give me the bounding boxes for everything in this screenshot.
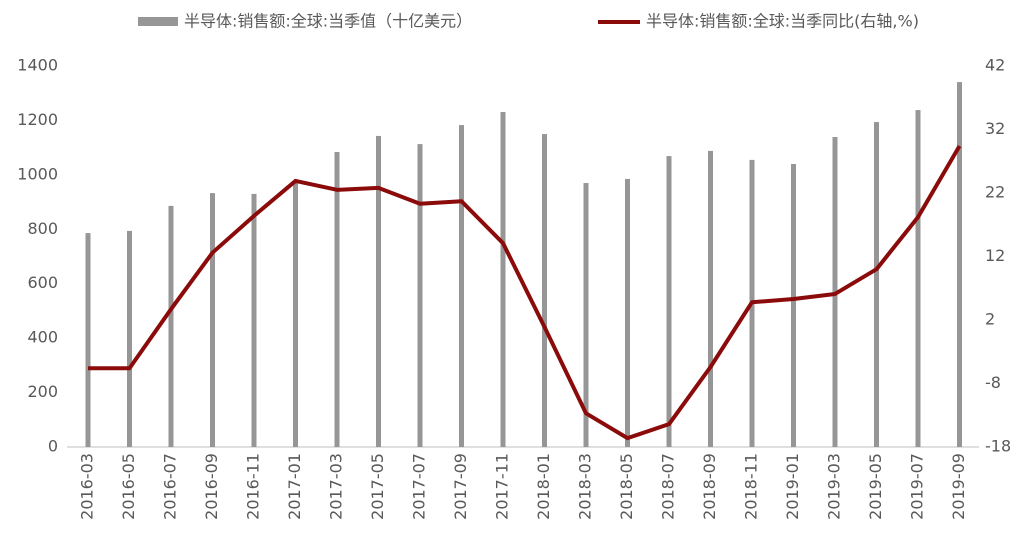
y-tick-label: 0 [48, 437, 58, 456]
x-tick-label: 2019-05 [866, 453, 885, 520]
bar [791, 163, 796, 447]
bar [168, 205, 174, 447]
y2-tick-label: 22 [985, 183, 1005, 202]
x-tick-label: 2018-09 [700, 453, 719, 520]
legend-label: 半导体:销售额:全球:当季同比(右轴,%) [646, 12, 919, 31]
x-tick-label: 2017-07 [410, 453, 429, 520]
x-tick-label: 2016-11 [244, 453, 263, 520]
bar [293, 183, 298, 447]
bar [500, 111, 506, 448]
y-tick-label: 1000 [17, 164, 58, 183]
x-tick-label: 2018-05 [617, 453, 636, 520]
y2-tick-label: -18 [985, 437, 1011, 456]
line [88, 145, 962, 441]
y-tick-label: 800 [27, 219, 58, 238]
y2-tick-label: 42 [985, 56, 1005, 75]
y-tick-label: 600 [27, 273, 58, 292]
y-tick-label: 200 [27, 382, 58, 401]
bar [85, 233, 91, 447]
legend-label: 半导体:销售额:全球:当季值（十亿美元） [184, 12, 472, 31]
y2-tick-label: -8 [985, 373, 1001, 392]
x-tick-label: 2017-03 [327, 453, 346, 520]
bar [251, 193, 257, 447]
x-tick-label: 2019-07 [908, 453, 927, 520]
bar [957, 82, 962, 447]
x-tick-label: 2016-05 [119, 453, 138, 520]
x-tick-label: 2017-01 [285, 453, 304, 520]
y-tick-label: 1200 [17, 110, 58, 129]
x-tick-label: 2017-11 [493, 453, 512, 520]
bar [542, 134, 547, 448]
legend-swatch [138, 17, 178, 26]
x-tick-label: 2018-03 [576, 453, 595, 520]
bar [376, 135, 381, 447]
x-tick-label: 2016-09 [202, 453, 221, 520]
y-tick-label: 1400 [17, 56, 58, 75]
x-tick-label: 2019-09 [949, 453, 968, 520]
x-tick-label: 2018-01 [534, 453, 553, 520]
x-tick-label: 2016-07 [161, 453, 180, 520]
bar [915, 110, 921, 447]
bar [583, 183, 589, 447]
x-tick-label: 2018-07 [659, 453, 678, 520]
bar [666, 156, 672, 447]
bar [708, 150, 713, 447]
y2-tick-label: 32 [985, 119, 1005, 138]
y2-tick-label: 12 [985, 246, 1005, 265]
bar [127, 230, 132, 447]
x-tick-label: 2016-03 [78, 453, 97, 520]
x-tick-label: 2019-01 [783, 453, 802, 520]
x-tick-label: 2017-05 [368, 453, 387, 520]
y-tick-label: 400 [27, 328, 58, 347]
x-tick-label: 2018-11 [742, 453, 761, 520]
bar [874, 122, 879, 447]
bar [625, 178, 630, 448]
bar [459, 125, 464, 448]
x-tick-label: 2019-03 [825, 453, 844, 520]
bar [334, 151, 340, 448]
bar [417, 144, 423, 448]
y2-tick-label: 2 [985, 310, 995, 329]
bar [210, 193, 215, 447]
x-tick-label: 2017-09 [451, 453, 470, 520]
